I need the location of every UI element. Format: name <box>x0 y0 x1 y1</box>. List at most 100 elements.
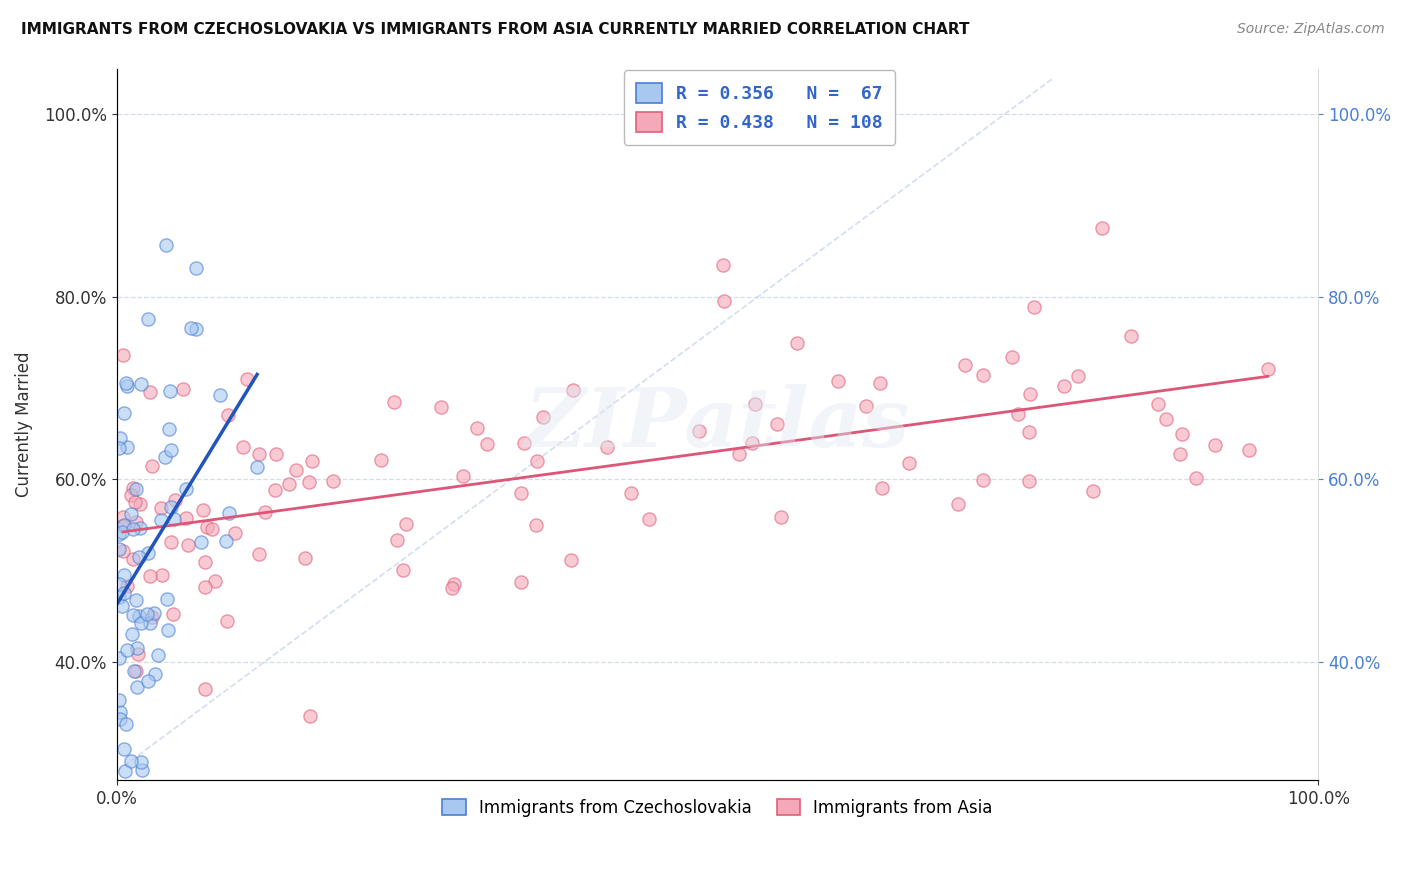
Point <box>619 486 641 500</box>
Point <box>180 321 202 335</box>
Point <box>177 538 200 552</box>
Point <box>1154 412 1177 426</box>
Point <box>477 437 499 451</box>
Point <box>1146 396 1168 410</box>
Point <box>322 475 344 489</box>
Point <box>129 756 152 770</box>
Point <box>120 488 142 502</box>
Point <box>125 482 148 496</box>
Point <box>129 521 152 535</box>
Point <box>194 681 217 696</box>
Point <box>246 460 269 475</box>
Point <box>156 623 179 637</box>
Point <box>111 524 134 539</box>
Point <box>129 615 152 630</box>
Text: ZIPatlas: ZIPatlas <box>524 384 910 465</box>
Point <box>112 518 135 533</box>
Point <box>112 567 135 582</box>
Point <box>108 692 131 706</box>
Point <box>224 525 246 540</box>
Point <box>108 705 131 719</box>
Point <box>298 475 321 490</box>
Point <box>509 485 531 500</box>
Point <box>110 599 132 613</box>
Point <box>391 563 413 577</box>
Point <box>162 607 184 621</box>
Point <box>299 709 322 723</box>
Point <box>121 523 143 537</box>
Point <box>155 238 177 252</box>
Point <box>141 459 163 474</box>
Point <box>370 453 392 467</box>
Point <box>191 503 214 517</box>
Point <box>560 553 582 567</box>
Point <box>855 399 877 413</box>
Point <box>524 518 547 533</box>
Point <box>1081 483 1104 498</box>
Point <box>510 574 533 589</box>
Point <box>139 384 162 399</box>
Point <box>443 577 465 591</box>
Point <box>112 586 135 600</box>
Point <box>155 450 177 465</box>
Point <box>121 608 143 623</box>
Point <box>150 567 173 582</box>
Point <box>108 590 131 604</box>
Point <box>108 527 131 541</box>
Point <box>120 507 142 521</box>
Point <box>108 650 131 665</box>
Point <box>770 509 793 524</box>
Point <box>194 555 217 569</box>
Point <box>186 261 208 276</box>
Point <box>382 394 405 409</box>
Point <box>108 441 131 455</box>
Point <box>688 424 710 438</box>
Point <box>1119 328 1142 343</box>
Point <box>122 664 145 678</box>
Point <box>115 717 138 731</box>
Point <box>127 647 149 661</box>
Point <box>143 667 166 681</box>
Point <box>128 497 150 511</box>
Point <box>1018 425 1040 439</box>
Point <box>112 406 135 420</box>
Point <box>1019 386 1042 401</box>
Point <box>277 476 299 491</box>
Point <box>1018 474 1040 488</box>
Point <box>1237 443 1260 458</box>
Point <box>115 579 138 593</box>
Point <box>111 510 134 524</box>
Point <box>112 519 135 533</box>
Point <box>120 754 142 768</box>
Point <box>247 447 270 461</box>
Point <box>1007 408 1029 422</box>
Point <box>136 607 159 622</box>
Point <box>114 376 136 390</box>
Point <box>112 742 135 756</box>
Point <box>108 541 131 556</box>
Y-axis label: Currently Married: Currently Married <box>15 351 32 497</box>
Point <box>174 482 197 496</box>
Point <box>125 680 148 694</box>
Point <box>741 436 763 450</box>
Point <box>128 608 150 623</box>
Point <box>160 443 183 458</box>
Point <box>638 512 661 526</box>
Point <box>108 431 131 445</box>
Point <box>430 401 453 415</box>
Point <box>215 615 238 629</box>
Point <box>111 349 134 363</box>
Point <box>186 322 208 336</box>
Point <box>728 447 751 461</box>
Point <box>156 592 179 607</box>
Point <box>385 533 408 547</box>
Point <box>136 546 159 560</box>
Point <box>972 368 994 382</box>
Point <box>165 493 187 508</box>
Point <box>451 469 474 483</box>
Point <box>1022 300 1045 314</box>
Point <box>1091 221 1114 235</box>
Point <box>1001 351 1024 365</box>
Point <box>163 512 186 526</box>
Point <box>595 441 617 455</box>
